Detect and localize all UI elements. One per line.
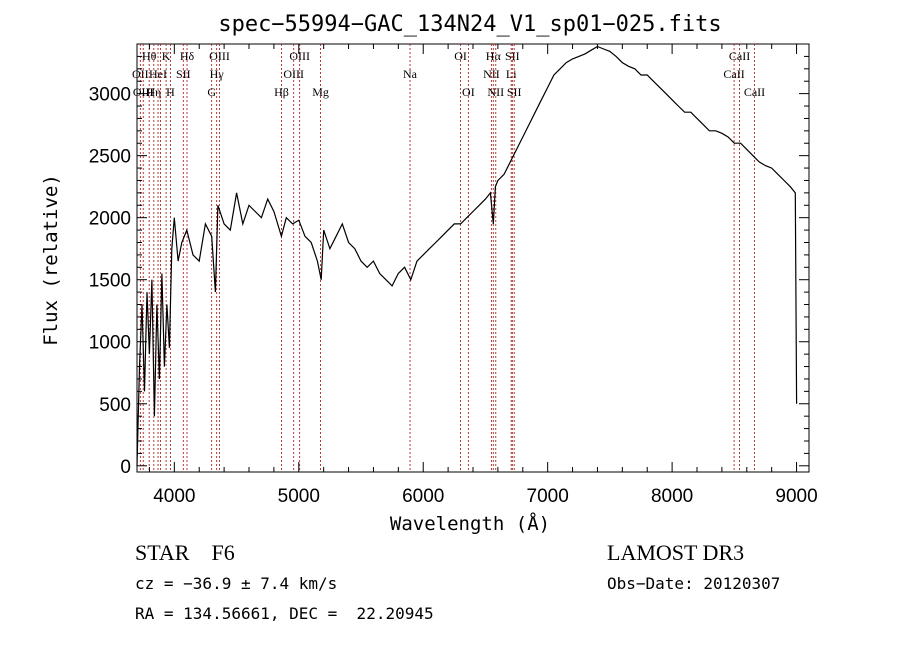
y-tick-label: 2500 [89, 147, 131, 168]
line-marker-label: OII [132, 67, 149, 81]
line-marker-label: Mg [312, 85, 329, 99]
line-marker-label: H [166, 85, 175, 99]
classification-label: STAR F6 [135, 540, 235, 565]
line-marker-label: Hθ [142, 49, 157, 63]
y-tick-label: 0 [120, 457, 131, 478]
line-marker-label: Hβ [274, 85, 289, 99]
line-marker-label: CaII [744, 85, 765, 99]
y-tick-label: 500 [99, 395, 131, 416]
line-marker-label: NII [483, 67, 500, 81]
line-marker-label: OIII [289, 49, 310, 63]
line-marker-label: OIII [209, 49, 230, 63]
redshift-label: cz = −36.9 ± 7.4 km/s [135, 574, 338, 593]
line-marker-label: Hα [486, 49, 502, 63]
plot-frame [136, 43, 810, 473]
line-marker-label: OI [454, 49, 467, 63]
x-tick-label: 4000 [153, 486, 195, 507]
line-marker-label: NII [487, 85, 504, 99]
line-marker-label: Hδ [180, 49, 195, 63]
line-marker-label: HeI [149, 67, 167, 81]
x-axis-label: Wavelength (Å) [390, 512, 550, 535]
x-tick-label: 9000 [775, 486, 817, 507]
line-marker-label: SII [505, 49, 520, 63]
line-marker-label: SII [507, 85, 522, 99]
spectrum-line [136, 45, 798, 466]
line-marker-label: OIII [133, 85, 154, 99]
x-tick-label: 8000 [651, 486, 693, 507]
coordinates-label: RA = 134.56661, DEC = 22.20945 [135, 604, 434, 623]
line-marker-label: Na [403, 67, 418, 81]
line-marker-label: G [207, 85, 216, 99]
obs-date-label: Obs−Date: 20120307 [607, 574, 781, 593]
line-marker-label: Hη [146, 85, 161, 99]
x-tick-label: 7000 [527, 486, 569, 507]
line-marker-label: K [162, 49, 171, 63]
spectral-line-markers: OIIOIIIHθHηHeIKHSIIHδGHγOIIIHβOIIIOIIIMg… [132, 44, 765, 472]
chart-title: spec−55994−GAC_134N24_V1_sp01−025.fits [218, 12, 721, 37]
line-marker-label: OIII [283, 67, 304, 81]
y-tick-label: 1500 [89, 271, 131, 292]
line-marker-label: CaII [723, 67, 744, 81]
line-marker-label: Li [506, 67, 517, 81]
y-tick-label: 2000 [89, 209, 131, 230]
y-axis-label: Flux (relative) [40, 174, 62, 346]
line-marker-label: OI [462, 85, 475, 99]
survey-label: LAMOST DR3 [607, 540, 745, 565]
line-marker-label: CaII [729, 49, 750, 63]
axis-ticks: 4000 5000 6000 7000 8000 9000 0 500 1000 1500 2000… [89, 44, 818, 507]
x-tick-label: 6000 [402, 486, 444, 507]
y-tick-label: 1000 [89, 333, 131, 354]
y-tick-label: 3000 [89, 85, 131, 106]
line-marker-label: SII [176, 67, 191, 81]
line-marker-label: Hγ [210, 67, 225, 81]
x-tick-label: 5000 [278, 486, 320, 507]
